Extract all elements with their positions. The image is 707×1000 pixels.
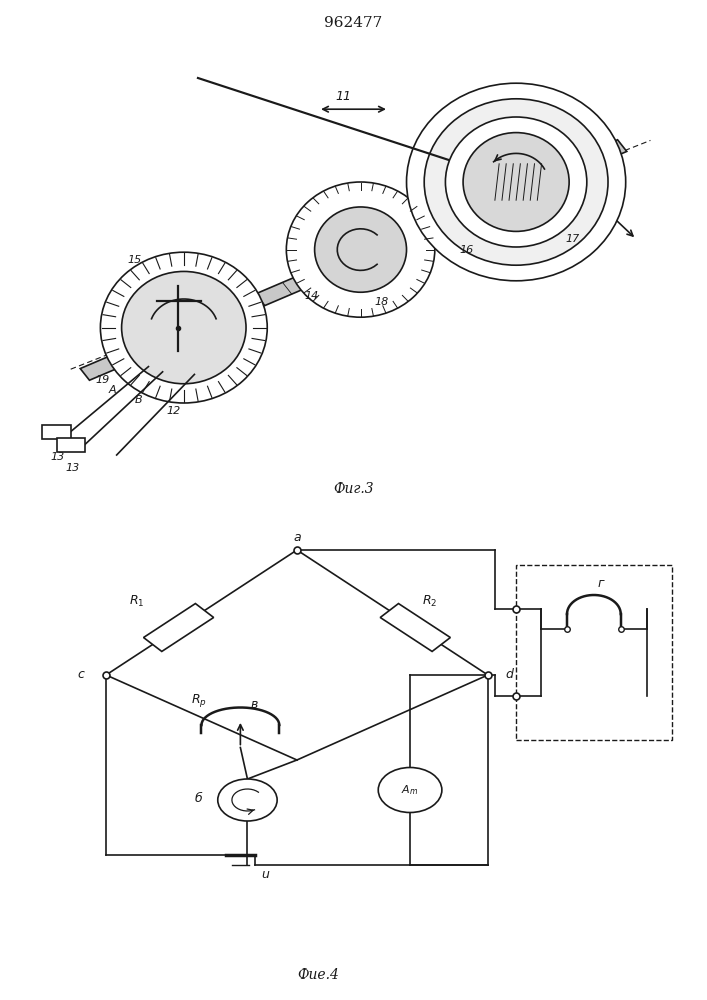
Ellipse shape — [315, 207, 407, 292]
Bar — [516, 565, 672, 740]
Polygon shape — [380, 604, 450, 651]
Bar — [42, 425, 71, 439]
Text: d: d — [505, 668, 513, 682]
Ellipse shape — [122, 271, 246, 384]
Polygon shape — [80, 140, 627, 380]
Text: $R_2$: $R_2$ — [422, 594, 438, 609]
Circle shape — [218, 779, 277, 821]
Ellipse shape — [445, 117, 587, 247]
Text: B: B — [134, 395, 142, 405]
Text: б: б — [194, 792, 202, 806]
Text: 19: 19 — [95, 375, 110, 385]
Text: 17: 17 — [566, 234, 580, 244]
Text: г: г — [597, 577, 604, 590]
Text: Фиг.3: Фиг.3 — [333, 482, 374, 496]
Text: $R_1$: $R_1$ — [129, 594, 144, 609]
Text: c: c — [78, 668, 85, 682]
Text: в: в — [251, 698, 258, 710]
Text: 15: 15 — [127, 255, 141, 265]
Text: a: a — [293, 531, 300, 544]
Text: 14: 14 — [304, 291, 318, 301]
Text: $R_p$: $R_p$ — [191, 692, 206, 709]
Text: 12: 12 — [166, 406, 180, 416]
Text: 13: 13 — [51, 452, 65, 462]
Ellipse shape — [100, 252, 267, 403]
Ellipse shape — [407, 83, 626, 281]
Text: 11: 11 — [335, 90, 351, 103]
Ellipse shape — [424, 99, 608, 265]
Bar — [57, 438, 85, 452]
Ellipse shape — [463, 133, 569, 231]
Text: A: A — [109, 385, 117, 395]
Text: 18: 18 — [375, 297, 389, 307]
Text: 962477: 962477 — [325, 16, 382, 30]
Text: Фие.4: Фие.4 — [297, 968, 339, 982]
Text: 13: 13 — [65, 463, 79, 473]
Polygon shape — [144, 604, 214, 651]
Text: $A_m$: $A_m$ — [402, 783, 419, 797]
Text: u: u — [262, 867, 269, 881]
Circle shape — [378, 768, 442, 812]
Ellipse shape — [286, 182, 435, 317]
Text: 16: 16 — [460, 245, 474, 255]
